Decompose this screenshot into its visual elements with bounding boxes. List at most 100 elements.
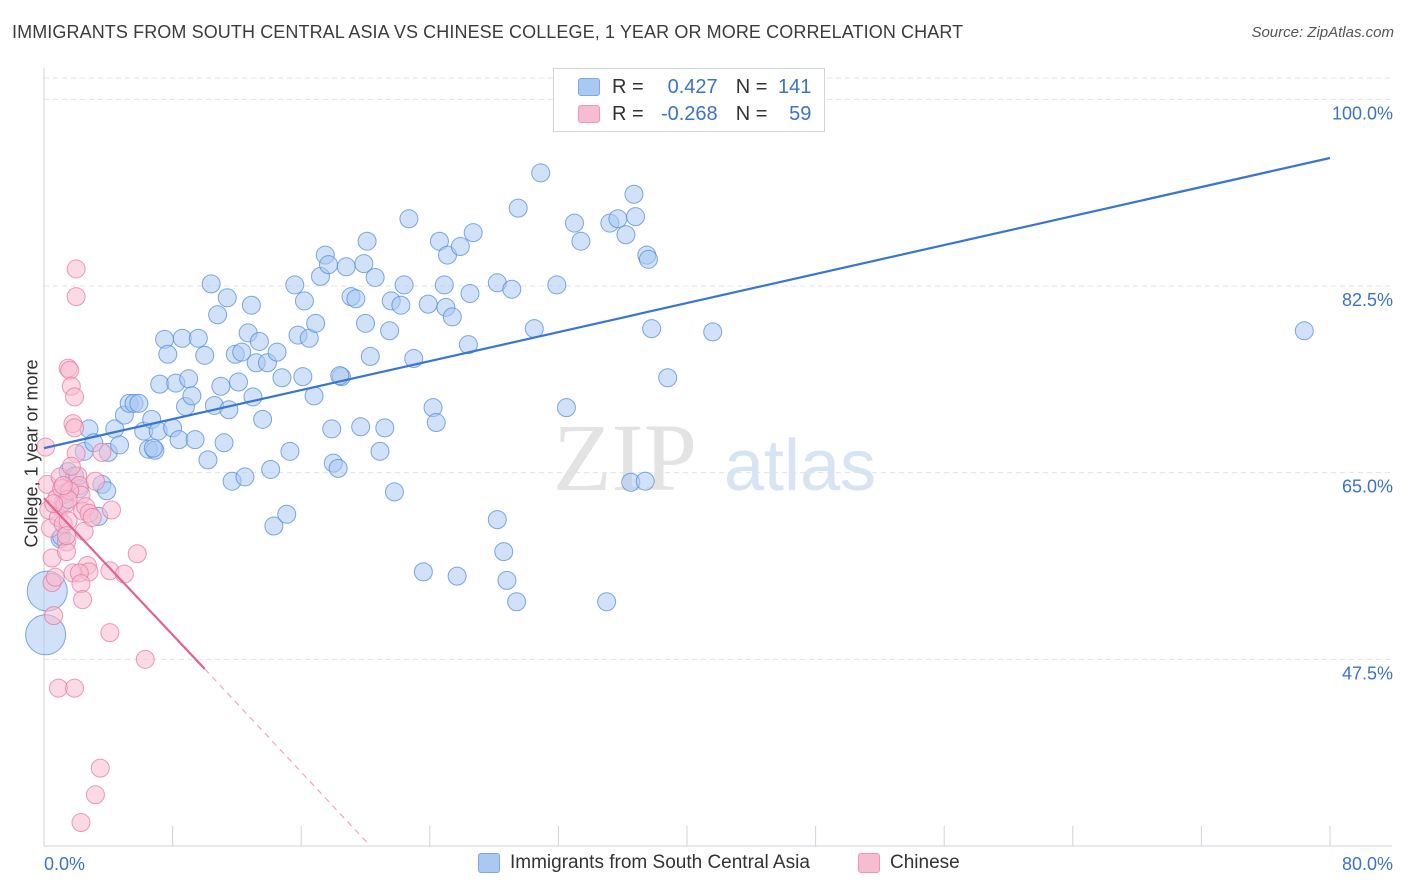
point-chinese: [61, 456, 81, 476]
point-chinese: [85, 785, 105, 805]
point-south-central-asia: [229, 372, 249, 392]
legend-row-series-2: R = -0.268 N = 59: [578, 101, 811, 127]
point-chinese: [82, 507, 102, 527]
point-south-central-asia: [494, 542, 514, 562]
point-south-central-asia: [394, 275, 414, 295]
point-chinese: [44, 494, 64, 514]
point-south-central-asia: [531, 163, 551, 183]
point-south-central-asia: [150, 374, 170, 394]
point-south-central-asia: [616, 225, 636, 245]
source-label: Source: ZipAtlas.com: [1251, 24, 1394, 41]
point-south-central-asia: [360, 346, 380, 366]
trend-line-chinese-extension: [204, 668, 371, 847]
point-south-central-asia: [293, 367, 313, 387]
point-south-central-asia: [507, 592, 527, 612]
point-south-central-asia: [608, 209, 628, 229]
point-south-central-asia: [642, 319, 662, 339]
point-south-central-asia: [195, 345, 215, 365]
y-tick-label: 65.0%: [1342, 477, 1393, 497]
point-chinese: [65, 418, 85, 438]
point-south-central-asia: [426, 413, 446, 433]
watermark: ZIP atlas: [553, 404, 876, 511]
point-south-central-asia: [354, 254, 374, 274]
point-south-central-asia: [357, 231, 377, 251]
point-south-central-asia: [285, 275, 305, 295]
point-south-central-asia: [463, 223, 483, 243]
point-south-central-asia: [198, 450, 218, 470]
point-south-central-asia: [319, 255, 339, 275]
legend-row-series-1: R = 0.427 N = 141: [578, 74, 811, 100]
point-chinese: [92, 442, 112, 462]
point-chinese: [65, 678, 85, 698]
correlation-legend: R = 0.427 N = 141 R = -0.268 N = 59: [553, 68, 825, 132]
y-tick-label: 47.5%: [1342, 663, 1393, 683]
x-tick-label-min: 0.0%: [44, 854, 85, 874]
point-south-central-asia: [502, 279, 522, 299]
watermark-zip: ZIP: [553, 404, 697, 511]
point-south-central-asia: [460, 283, 480, 303]
point-south-central-asia: [129, 393, 149, 413]
x-tick-label-max: 80.0%: [1342, 854, 1393, 874]
y-tick-labels: 47.5% 65.0% 82.5% 100.0%: [1332, 103, 1393, 683]
point-chinese: [60, 360, 80, 380]
point-south-central-asia: [322, 419, 342, 439]
bottom-legend-swatch-blue: [478, 853, 500, 873]
legend-n-value: 59: [789, 102, 812, 125]
point-south-central-asia: [169, 430, 189, 450]
bottom-legend-label: Chinese: [890, 852, 960, 873]
bottom-legend-swatch-pink: [858, 853, 880, 873]
point-south-central-asia: [624, 184, 644, 204]
point-chinese: [65, 387, 85, 407]
point-chinese: [66, 259, 86, 279]
y-axis-label: College, 1 year or more: [21, 359, 42, 548]
point-south-central-asia: [458, 335, 478, 355]
point-south-central-asia: [399, 209, 419, 229]
point-south-central-asia: [442, 307, 462, 327]
point-south-central-asia: [249, 331, 269, 351]
point-south-central-asia: [232, 342, 252, 362]
x-tick-labels: 0.0% 80.0%: [44, 854, 1393, 874]
point-south-central-asia: [508, 198, 528, 218]
point-south-central-asia: [219, 400, 239, 420]
legend-r-label: R =: [612, 75, 644, 98]
bottom-legend-label: Immigrants from South Central Asia: [510, 852, 810, 873]
point-south-central-asia: [556, 398, 576, 418]
point-south-central-asia: [564, 213, 584, 233]
point-south-central-asia: [638, 249, 658, 269]
watermark-atlas: atlas: [724, 426, 876, 506]
point-south-central-asia: [264, 516, 284, 536]
point-chinese: [57, 542, 77, 562]
point-south-central-asia: [253, 409, 273, 429]
point-chinese: [127, 544, 147, 564]
point-chinese: [44, 606, 64, 626]
trend-line-chinese: [43, 497, 206, 670]
bottom-legend-item-2: Chinese: [858, 852, 960, 874]
point-south-central-asia: [336, 257, 356, 277]
legend-swatch-pink: [578, 105, 600, 123]
legend-n-label: N =: [735, 102, 768, 125]
legend-r-value: 0.427: [667, 75, 718, 98]
point-chinese: [85, 471, 105, 491]
point-south-central-asia: [391, 295, 411, 315]
legend-r-label: R =: [612, 102, 644, 125]
legend-r-value: -0.268: [660, 102, 718, 125]
point-south-central-asia: [143, 438, 163, 458]
point-south-central-asia: [217, 288, 237, 308]
point-south-central-asia: [172, 328, 192, 348]
point-chinese: [71, 574, 91, 594]
legend-n-label: N =: [735, 75, 768, 98]
trend-line-south-central-asia: [43, 156, 1331, 450]
point-south-central-asia: [306, 313, 326, 333]
point-south-central-asia: [356, 313, 375, 333]
point-south-central-asia: [497, 570, 517, 590]
bottom-legend-item-1: Immigrants from South Central Asia: [478, 852, 810, 874]
point-south-central-asia: [208, 305, 228, 325]
point-south-central-asia: [185, 430, 205, 450]
point-south-central-asia: [235, 467, 255, 487]
point-chinese: [48, 678, 68, 698]
point-chinese: [135, 649, 155, 669]
point-south-central-asia: [370, 441, 390, 461]
legend-swatch-blue: [578, 78, 600, 96]
point-chinese: [102, 500, 122, 520]
